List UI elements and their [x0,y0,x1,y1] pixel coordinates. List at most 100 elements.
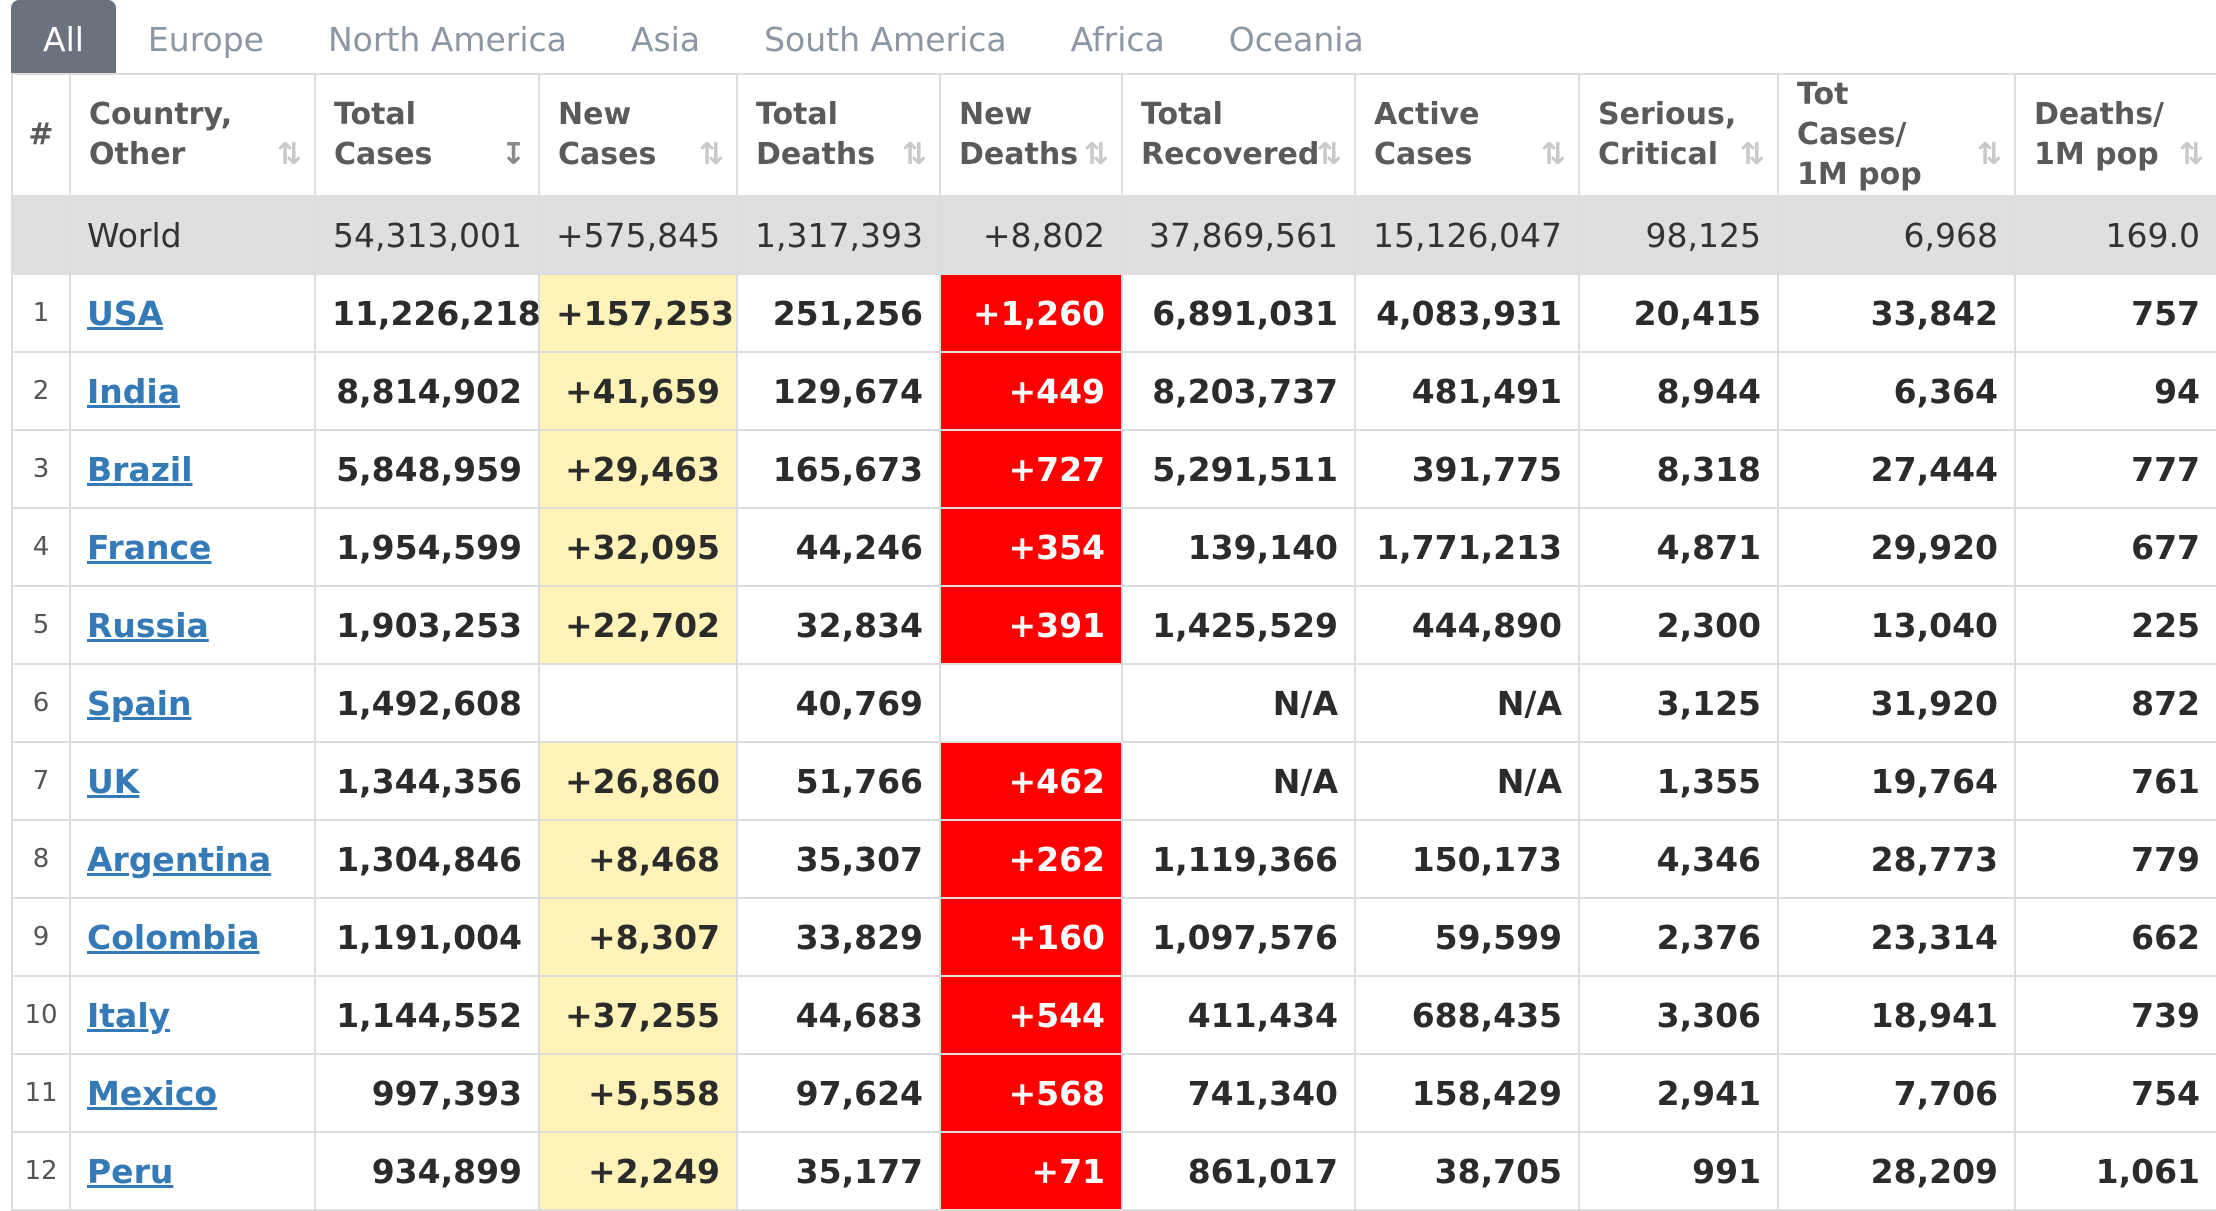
sort-icon[interactable]: ⇅ [901,137,927,172]
table-row: 5 Russia 1,903,253 +22,702 32,834 +391 1,425,5… [11,585,2216,665]
sort-icon[interactable]: ⇅ [2178,137,2204,172]
country-link[interactable]: Italy [87,995,171,1035]
country-link[interactable]: UK [87,761,140,801]
total-cases-cell: 934,899 [314,1131,540,1211]
new-cases-cell: +5,558 [538,1053,738,1133]
new-deaths-cell: +462 [939,741,1123,821]
row-index: 4 [11,507,71,587]
country-cell: USA [69,273,316,353]
country-link[interactable]: Peru [87,1151,174,1191]
serious-critical-cell: 2,941 [1578,1053,1779,1133]
header-new-cases[interactable]: New Cases ⇅ [538,73,738,197]
total-recovered-cell: 6,891,031 [1121,273,1356,353]
new-deaths-cell: +544 [939,975,1123,1055]
country-link[interactable]: Spain [87,683,192,723]
total-cases-cell: 1,954,599 [314,507,540,587]
new-cases-cell: +8,468 [538,819,738,899]
serious-critical-cell: 8,944 [1578,351,1779,431]
country-cell: India [69,351,316,431]
total-cases-cell: 11,226,218 [314,273,541,353]
sort-icon[interactable]: ⇅ [1739,137,1765,172]
country-link[interactable]: Russia [87,605,209,645]
tab-north-america[interactable]: North America [327,20,567,59]
active-cases-cell: 4,083,931 [1354,273,1580,353]
header-country[interactable]: Country, Other ⇅ [69,73,316,197]
total-deaths-cell: 35,177 [736,1131,941,1211]
cases-per-million-cell: 23,314 [1777,897,2016,977]
table-row: 9 Colombia 1,191,004 +8,307 33,829 +160 1,097,… [11,897,2216,977]
country-cell: Argentina [69,819,316,899]
total-recovered-cell: 8,203,737 [1121,351,1356,431]
new-cases-cell: +157,253 [538,273,738,353]
tab-africa[interactable]: Africa [1070,20,1165,59]
table-row: 10 Italy 1,144,552 +37,255 44,683 +544 411,434… [11,975,2216,1055]
tab-europe[interactable]: Europe [147,20,264,59]
new-deaths-cell: +449 [939,351,1123,431]
header-active-cases[interactable]: Active Cases ⇅ [1354,73,1580,197]
sort-icon[interactable]: ⇅ [276,137,302,172]
sort-icon[interactable]: ⇅ [1540,137,1566,172]
total-deaths-cell: 33,829 [736,897,941,977]
new-deaths-cell: +568 [939,1053,1123,1133]
tab-south-america[interactable]: South America [764,20,1007,59]
cases-per-million-cell: 27,444 [1777,429,2016,509]
country-cell: World [69,195,316,275]
new-cases-cell: +2,249 [538,1131,738,1211]
new-deaths-cell: +1,260 [939,273,1123,353]
header-total-deaths[interactable]: Total Deaths ⇅ [736,73,941,197]
total-recovered-cell: 1,119,366 [1121,819,1356,899]
active-cases-cell: 391,775 [1354,429,1580,509]
tab-oceania[interactable]: Oceania [1228,20,1364,59]
row-index [11,195,71,275]
row-index: 3 [11,429,71,509]
serious-critical-cell: 20,415 [1578,273,1779,353]
active-cases-cell: 688,435 [1354,975,1580,1055]
tab-asia[interactable]: Asia [630,20,701,59]
total-deaths-cell: 129,674 [736,351,941,431]
header-total-cases[interactable]: Total Cases ↧ [314,73,540,197]
header-cases-per-million[interactable]: Tot Cases/ 1M pop ⇅ [1777,73,2016,197]
cases-per-million-cell: 18,941 [1777,975,2016,1055]
active-cases-cell: 59,599 [1354,897,1580,977]
header-serious-critical[interactable]: Serious, Critical ⇅ [1578,73,1779,197]
new-deaths-cell: +262 [939,819,1123,899]
total-deaths-cell: 165,673 [736,429,941,509]
country-link[interactable]: Brazil [87,449,193,489]
new-deaths-cell: +727 [939,429,1123,509]
sort-icon[interactable]: ⇅ [1316,137,1342,172]
tab-all[interactable]: All [11,0,116,73]
deaths-per-million-cell: 754 [2014,1053,2216,1133]
country-link[interactable]: France [87,527,212,567]
total-deaths-cell: 251,256 [736,273,941,353]
country-link[interactable]: India [87,371,180,411]
deaths-per-million-cell: 757 [2014,273,2216,353]
country-link[interactable]: USA [87,293,164,333]
country-link[interactable]: Colombia [87,917,260,957]
deaths-per-million-cell: 1,061 [2014,1131,2216,1211]
header-new-deaths[interactable]: New Deaths ⇅ [939,73,1123,197]
cases-per-million-cell: 29,920 [1777,507,2016,587]
serious-critical-cell: 3,306 [1578,975,1779,1055]
sort-desc-icon[interactable]: ↧ [500,137,526,172]
cases-per-million-cell: 31,920 [1777,663,2016,743]
row-index: 10 [11,975,71,1055]
row-index: 8 [11,819,71,899]
total-cases-cell: 5,848,959 [314,429,540,509]
country-cell: Spain [69,663,316,743]
serious-critical-cell: 1,355 [1578,741,1779,821]
country-cell: Russia [69,585,316,665]
country-link[interactable]: Argentina [87,839,272,879]
country-link[interactable]: Mexico [87,1073,218,1113]
deaths-per-million-cell: 739 [2014,975,2216,1055]
sort-icon[interactable]: ⇅ [1976,137,2002,172]
deaths-per-million-cell: 677 [2014,507,2216,587]
table-row: 4 France 1,954,599 +32,095 44,246 +354 139,140… [11,507,2216,587]
header-total-recovered[interactable]: Total Recovered ⇅ [1121,73,1356,197]
header-deaths-per-million[interactable]: Deaths/ 1M pop ⇅ [2014,73,2216,197]
serious-critical-cell: 8,318 [1578,429,1779,509]
header-index: # [11,73,71,197]
sort-icon[interactable]: ⇅ [698,137,724,172]
table-row: 1 USA 11,226,218 +157,253 251,256 +1,260 6,891… [11,273,2216,353]
total-recovered-cell: 741,340 [1121,1053,1356,1133]
sort-icon[interactable]: ⇅ [1083,137,1109,172]
